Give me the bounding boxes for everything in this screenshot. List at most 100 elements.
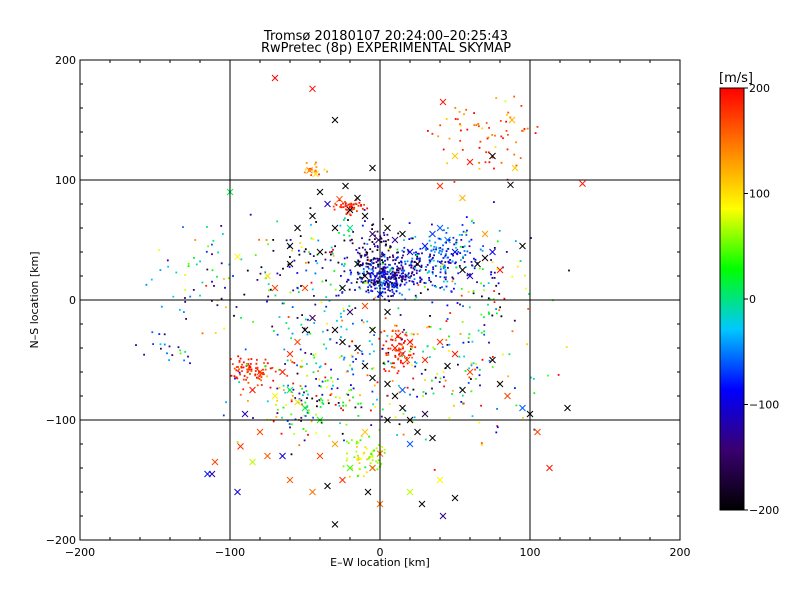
data-point (442, 244, 444, 247)
data-point (223, 327, 226, 330)
y-tick-label: −100 (46, 414, 76, 427)
data-point (345, 393, 348, 395)
data-point (266, 300, 268, 303)
data-point (446, 318, 449, 320)
data-point (346, 209, 348, 211)
data-point (385, 340, 388, 343)
data-point (368, 263, 371, 266)
data-point (264, 271, 267, 274)
data-point (453, 181, 456, 183)
data-point (442, 257, 445, 259)
data-point (316, 400, 318, 403)
data-point (372, 258, 375, 261)
data-point (315, 170, 317, 173)
data-point (398, 348, 401, 351)
data-point (323, 343, 325, 346)
data-point (340, 325, 343, 328)
data-point (341, 319, 344, 322)
data-point (363, 272, 365, 275)
data-point (483, 333, 486, 336)
data-point-x-marker (451, 494, 459, 502)
data-point (394, 354, 397, 357)
data-point (413, 274, 415, 276)
data-point (351, 367, 353, 370)
data-point (225, 306, 227, 309)
data-point (428, 356, 431, 358)
data-point (390, 338, 392, 341)
data-point (248, 366, 250, 369)
data-point (242, 388, 245, 391)
data-point (207, 245, 209, 248)
data-point (460, 287, 463, 290)
data-point (363, 270, 365, 273)
data-point (292, 289, 295, 292)
data-point (351, 467, 353, 470)
data-point-x-marker (361, 212, 369, 220)
data-point (403, 342, 405, 344)
data-point (237, 370, 240, 372)
data-point (426, 345, 429, 348)
data-point (447, 256, 449, 259)
data-point (493, 247, 496, 249)
data-point (390, 295, 393, 297)
data-point-x-marker (346, 308, 354, 316)
data-point (248, 364, 251, 367)
data-point-x-marker (309, 85, 316, 93)
data-point (329, 251, 331, 254)
data-point (441, 265, 443, 268)
data-point (330, 376, 333, 379)
data-point (229, 358, 232, 360)
data-point (445, 285, 448, 288)
data-point (370, 409, 372, 412)
data-point (473, 267, 476, 270)
data-point (448, 261, 450, 264)
data-point (412, 333, 415, 336)
data-point (370, 453, 373, 455)
data-point (386, 394, 389, 397)
data-point (392, 284, 395, 286)
data-point (404, 260, 406, 263)
data-point (370, 286, 373, 288)
data-point (362, 281, 364, 284)
data-point (303, 439, 306, 442)
data-point (378, 270, 381, 273)
data-point (184, 301, 187, 303)
data-point (407, 276, 410, 279)
data-point (423, 282, 426, 284)
data-point (356, 475, 359, 477)
data-point (237, 366, 239, 368)
data-point-x-marker (264, 452, 271, 460)
data-point (291, 306, 294, 308)
data-point (380, 462, 383, 465)
data-point (304, 168, 307, 171)
data-point (447, 247, 450, 250)
data-point (339, 422, 341, 425)
data-point-x-marker (309, 212, 316, 220)
data-point (383, 255, 386, 258)
data-point (480, 282, 482, 285)
data-point-x-marker (294, 398, 301, 406)
data-point (427, 130, 429, 132)
data-point (407, 272, 410, 275)
data-point (391, 329, 394, 332)
data-point (491, 261, 494, 264)
data-point (449, 259, 451, 261)
data-point (381, 408, 384, 411)
data-point (392, 259, 394, 262)
data-point (313, 295, 315, 297)
data-point (241, 370, 243, 372)
data-point (357, 454, 359, 457)
data-point (487, 303, 489, 306)
data-point-x-marker (241, 410, 249, 418)
data-point (449, 312, 452, 314)
data-point (366, 270, 368, 273)
data-point-x-marker (459, 266, 466, 274)
data-point (307, 261, 310, 264)
data-point (458, 234, 461, 236)
data-point (369, 462, 372, 465)
data-point (250, 363, 252, 365)
data-point (448, 343, 451, 346)
data-point (355, 358, 357, 360)
data-point (462, 341, 465, 344)
